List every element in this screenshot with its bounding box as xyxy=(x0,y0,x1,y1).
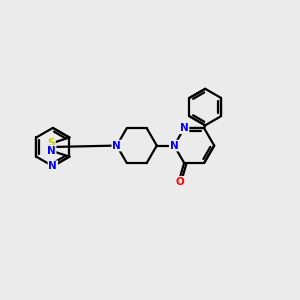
Text: N: N xyxy=(49,161,57,171)
Text: N: N xyxy=(180,123,188,133)
Text: N: N xyxy=(112,141,121,151)
Text: N: N xyxy=(47,146,56,156)
Text: N: N xyxy=(170,141,178,151)
Text: S: S xyxy=(47,138,55,148)
Text: O: O xyxy=(176,177,184,187)
